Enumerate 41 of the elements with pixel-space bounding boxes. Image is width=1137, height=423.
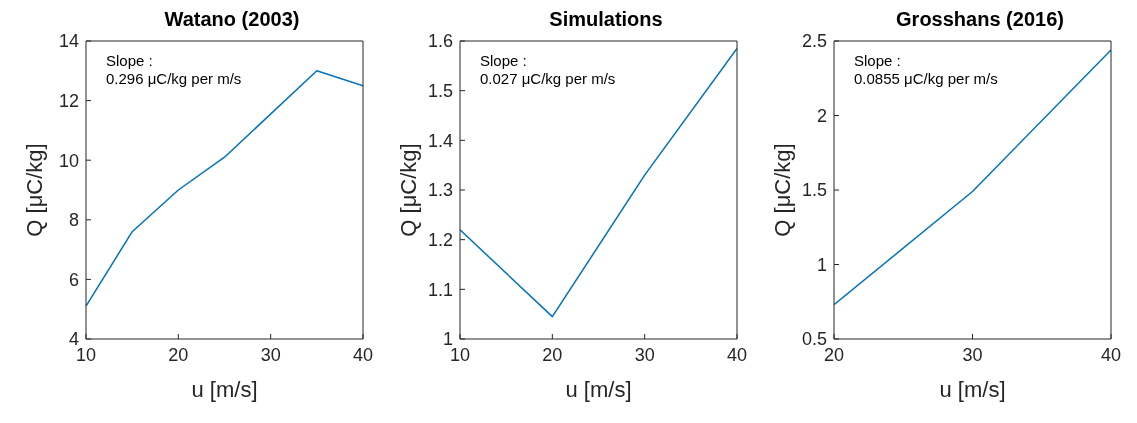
y-tick-label: 1.6 (427, 31, 453, 52)
chart-title: Grosshans (2016) (895, 8, 1065, 32)
annotation: Slope : (480, 52, 528, 70)
y-tick-label: 1.5 (427, 81, 453, 102)
y-axis-title: Q [μC/kg] (395, 143, 421, 237)
x-tick-label: 30 (962, 344, 983, 365)
x-tick-label: 40 (1100, 344, 1122, 365)
x-tick-label: 30 (634, 344, 655, 365)
y-tick-label: 10 (58, 150, 79, 171)
y-tick-label: 1.1 (427, 279, 453, 300)
line-series (460, 47, 737, 318)
x-axis-title: u [m/s] (939, 377, 1006, 402)
annotation: 0.296 μC/kg per m/s (106, 70, 242, 88)
annotation: Slope : (106, 52, 154, 70)
x-tick-label: 20 (168, 344, 189, 365)
annotation: 0.0855 μC/kg per m/s (854, 70, 998, 88)
x-axis-title: u [m/s] (565, 377, 632, 402)
y-tick-label: 4 (68, 329, 79, 350)
x-tick-label: 20 (542, 344, 563, 365)
x-tick-label: 40 (726, 344, 748, 365)
y-tick-label: 1.2 (427, 230, 453, 251)
y-tick-label: 1.3 (427, 180, 453, 201)
y-tick-label: 14 (58, 31, 79, 52)
x-axis-title: u [m/s] (191, 377, 258, 402)
chart-title: Watano (2003) (163, 8, 301, 32)
y-tick-label: 8 (68, 210, 79, 231)
x-tick-label: 40 (352, 344, 374, 365)
y-axis-title: Q [μC/kg] (21, 143, 47, 237)
y-tick-label: 2.5 (801, 31, 827, 52)
y-tick-label: 6 (68, 269, 79, 290)
y-axis-title: Q [μC/kg] (769, 143, 795, 237)
x-tick-label: 30 (260, 344, 281, 365)
y-tick-label: 12 (58, 90, 79, 111)
y-tick-label: 1.5 (801, 180, 827, 201)
chart-title: Simulations (548, 8, 664, 32)
y-tick-label: 1 (816, 254, 827, 275)
annotation: Slope : (854, 52, 902, 70)
annotation: 0.027 μC/kg per m/s (480, 70, 616, 88)
y-tick-label: 2 (816, 105, 827, 126)
y-tick-label: 1.4 (427, 130, 453, 151)
line-series (86, 70, 363, 307)
